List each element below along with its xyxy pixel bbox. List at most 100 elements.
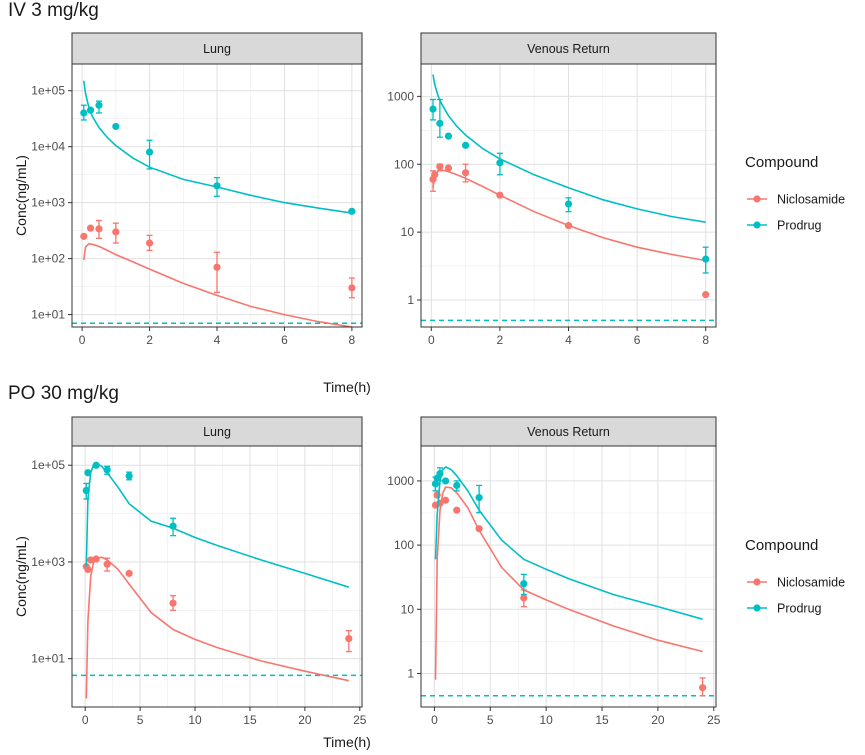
data-point-niclosamide: [112, 228, 120, 236]
legend-entry-prodrug: Prodrug: [747, 219, 822, 233]
legend-1: Compound Niclosamide Prodrug: [745, 154, 845, 233]
legend-key-point: [753, 195, 761, 203]
y-tick-label: 100: [394, 157, 414, 171]
data-point-prodrug: [453, 481, 461, 490]
chart-panel-2: Venous Return 0 2 4 6 8 1 10 100 1000: [387, 32, 717, 347]
panel-strip: [420, 416, 717, 447]
data-point-niclosamide: [95, 225, 103, 233]
data-point-niclosamide: [87, 556, 95, 564]
chart-panels: Lung 0 2 4 6 8 1e+01 1e+02 1e+03 1e+04 1e+05 Conc(n…: [13, 32, 721, 750]
series-prodrug: [80, 80, 356, 215]
x-tick-label: 2: [497, 333, 504, 347]
y-tick-label: 1e+05: [31, 458, 65, 472]
data-point-prodrug: [702, 255, 710, 263]
x-tick-label: 15: [243, 713, 257, 727]
x-tick-label: 25: [353, 713, 367, 727]
data-point-niclosamide: [520, 594, 528, 602]
data-point-niclosamide: [84, 565, 92, 574]
x-axis-title: Time(h): [323, 734, 371, 750]
data-point-niclosamide: [86, 224, 95, 232]
data-point-prodrug: [441, 477, 450, 485]
series-niclosamide: [80, 219, 356, 327]
plot-border: [71, 445, 363, 708]
plot-border: [420, 445, 717, 708]
x-tick-label: 0: [79, 333, 86, 347]
series-prodrug: [429, 74, 710, 274]
data-point-prodrug: [169, 522, 177, 530]
series-prodrug: [82, 461, 350, 588]
data-point-niclosamide: [441, 496, 450, 504]
x-tick-label: 8: [349, 333, 356, 347]
legends: Compound Niclosamide Prodrug Compound Niclos…: [745, 154, 845, 616]
legend-entry-prodrug: Prodrug: [747, 602, 822, 616]
x-tick-label: 4: [565, 333, 572, 347]
legend-label: Niclosamide: [777, 576, 845, 590]
legend-key-point: [753, 578, 761, 586]
data-point-niclosamide: [213, 263, 221, 271]
chart-panel-4: Venous Return 0 5 10 15 20 25 1 10 100 1000: [387, 416, 721, 727]
data-point-prodrug: [80, 109, 88, 117]
x-tick-label: 10: [539, 713, 553, 727]
data-layer: [421, 74, 716, 322]
x-tick-label: 5: [487, 713, 494, 727]
series-prodrug: [431, 466, 703, 620]
legend-key-point: [753, 604, 761, 612]
y-tick-label: 1e+01: [31, 652, 65, 666]
data-point-niclosamide: [80, 232, 88, 240]
data-point-niclosamide: [92, 555, 100, 563]
panel-strip-label: Lung: [203, 425, 231, 439]
y-tick-label: 10: [401, 225, 415, 239]
panel-strip-label: Lung: [203, 42, 231, 56]
series-niclosamide: [429, 163, 710, 299]
legend-2: Compound Niclosamide Prodrug: [745, 537, 845, 616]
y-tick-label: 1e+02: [31, 252, 65, 266]
series-niclosamide: [82, 555, 353, 699]
y-axis-title: Conc(ng/mL): [13, 536, 29, 617]
data-point-prodrug: [444, 132, 453, 140]
data-point-prodrug: [125, 472, 133, 480]
y-tick-label: 1e+04: [31, 140, 65, 154]
data-point-niclosamide: [496, 191, 504, 199]
panel-strip-label: Venous Return: [527, 42, 610, 56]
x-tick-label: 0: [82, 713, 89, 727]
data-layer: [72, 461, 362, 699]
legend-title: Compound: [745, 154, 818, 171]
legend-label: Niclosamide: [777, 193, 845, 207]
data-point-prodrug: [475, 493, 483, 502]
data-point-niclosamide: [444, 164, 453, 172]
panel-strip: [420, 32, 717, 65]
x-tick-label: 0: [431, 713, 438, 727]
data-point-prodrug: [461, 141, 470, 149]
data-point-prodrug: [82, 486, 90, 495]
model-curve-niclosamide: [85, 556, 349, 699]
section-title-po: PO 30 mg/kg: [8, 383, 119, 404]
x-axis-title: Time(h): [323, 379, 371, 395]
data-point-niclosamide: [702, 291, 710, 299]
legend-label: Prodrug: [777, 219, 822, 233]
panel-strip-label: Venous Return: [527, 425, 610, 439]
y-tick-label: 10: [401, 602, 415, 616]
x-tick-label: 8: [702, 333, 709, 347]
legend-entry-niclosamide: Niclosamide: [747, 193, 845, 207]
y-tick-label: 1: [407, 666, 414, 680]
y-tick-label: 1000: [387, 474, 414, 488]
data-point-prodrug: [145, 148, 154, 156]
y-tick-label: 1e+05: [31, 84, 65, 98]
data-point-prodrug: [112, 122, 120, 131]
x-tick-label: 2: [146, 333, 153, 347]
data-point-niclosamide: [564, 221, 573, 230]
data-point-niclosamide: [345, 634, 353, 643]
y-tick-label: 1000: [387, 89, 414, 103]
plot-background: [421, 446, 716, 707]
data-point-niclosamide: [698, 684, 707, 692]
x-tick-label: 10: [188, 713, 202, 727]
data-point-prodrug: [84, 469, 92, 477]
data-point-prodrug: [436, 470, 444, 478]
data-point-niclosamide: [453, 506, 461, 514]
model-curve-prodrug: [432, 74, 706, 223]
data-point-niclosamide: [436, 163, 444, 171]
data-point-prodrug: [103, 466, 111, 474]
y-tick-label: 1e+03: [31, 555, 65, 569]
data-point-prodrug: [564, 200, 573, 208]
data-point-prodrug: [496, 159, 504, 167]
